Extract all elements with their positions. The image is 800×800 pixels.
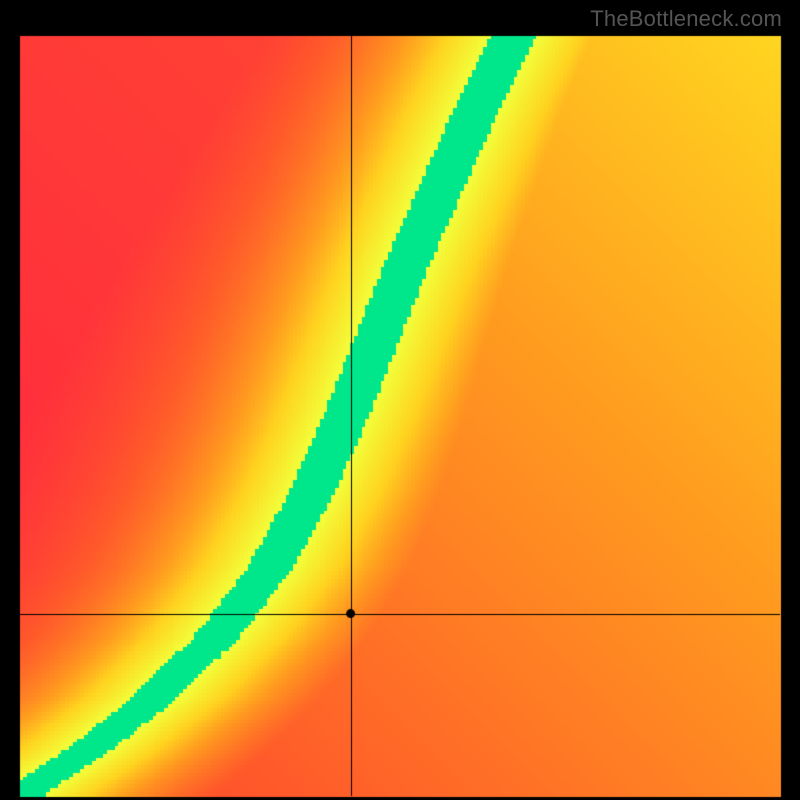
watermark-text: TheBottleneck.com — [590, 6, 782, 32]
bottleneck-heatmap — [0, 0, 800, 800]
chart-container: TheBottleneck.com — [0, 0, 800, 800]
